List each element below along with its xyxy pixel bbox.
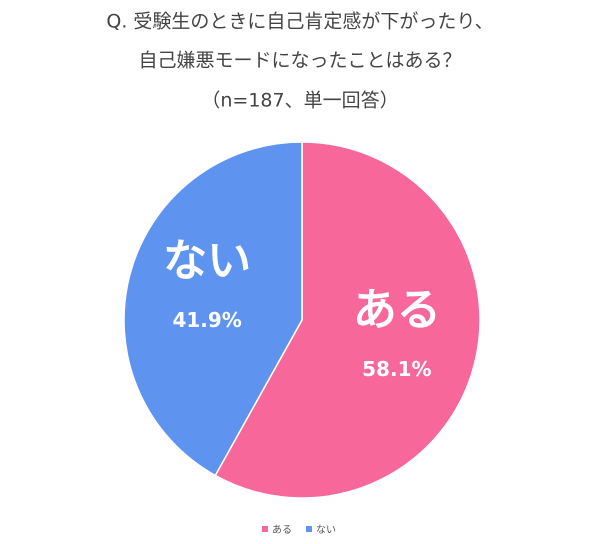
pie-slice [123,141,303,477]
slice-label: ある [353,285,441,336]
legend-label: ない [316,524,336,536]
legend-swatch [262,526,268,532]
chart-title: 自己嫌悪モードになったことはある？ [138,50,461,72]
legend-label: ある [272,524,292,536]
chart-title: Q. 受験生のときに自己肯定感が下がったり、 [106,11,493,33]
chart-subtitle: （n=187、単一回答） [201,90,398,112]
legend-swatch [306,526,312,532]
slice-value: 41.9% [172,308,241,332]
pie-slice [214,141,481,499]
slice-label: ない [163,235,251,286]
slice-value: 58.1% [362,357,431,381]
